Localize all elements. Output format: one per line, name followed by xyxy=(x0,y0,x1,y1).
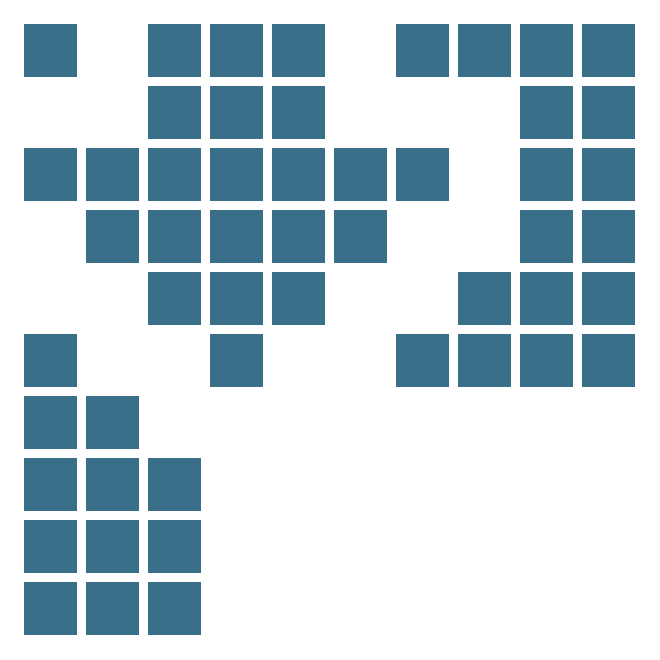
grid-cell xyxy=(210,210,263,263)
grid-cell xyxy=(148,86,201,139)
grid-cell xyxy=(582,86,635,139)
grid-cell xyxy=(24,582,77,635)
grid-cell xyxy=(396,334,449,387)
grid-cell xyxy=(148,582,201,635)
grid-cell xyxy=(24,334,77,387)
grid-cell xyxy=(272,210,325,263)
grid-cell xyxy=(272,272,325,325)
grid-cell xyxy=(148,24,201,77)
grid-cell xyxy=(582,210,635,263)
grid-cell xyxy=(520,86,573,139)
grid-cell xyxy=(396,24,449,77)
grid-cell xyxy=(86,582,139,635)
grid-cell xyxy=(210,148,263,201)
grid-cell xyxy=(86,396,139,449)
pixel-grid xyxy=(0,0,660,660)
grid-cell xyxy=(520,334,573,387)
grid-cell xyxy=(148,272,201,325)
grid-cell xyxy=(520,210,573,263)
grid-cell xyxy=(24,458,77,511)
grid-cell xyxy=(272,86,325,139)
grid-cell xyxy=(396,148,449,201)
grid-cell xyxy=(24,24,77,77)
grid-cell xyxy=(148,148,201,201)
grid-cell xyxy=(86,148,139,201)
grid-cell xyxy=(582,24,635,77)
grid-cell xyxy=(210,334,263,387)
grid-cell xyxy=(458,334,511,387)
grid-cell xyxy=(24,148,77,201)
grid-cell xyxy=(210,24,263,77)
grid-cell xyxy=(148,520,201,573)
grid-cell xyxy=(86,520,139,573)
grid-cell xyxy=(520,148,573,201)
grid-cell xyxy=(458,272,511,325)
grid-cell xyxy=(210,272,263,325)
grid-cell xyxy=(86,210,139,263)
grid-cell xyxy=(272,148,325,201)
grid-cell xyxy=(334,210,387,263)
grid-cell xyxy=(24,520,77,573)
grid-cell xyxy=(148,210,201,263)
grid-cell xyxy=(582,148,635,201)
grid-cell xyxy=(520,272,573,325)
grid-cell xyxy=(86,458,139,511)
grid-cell xyxy=(582,334,635,387)
grid-cell xyxy=(210,86,263,139)
grid-cell xyxy=(334,148,387,201)
grid-cell xyxy=(458,24,511,77)
grid-cell xyxy=(148,458,201,511)
grid-cell xyxy=(272,24,325,77)
grid-cell xyxy=(582,272,635,325)
grid-cell xyxy=(24,396,77,449)
grid-cell xyxy=(520,24,573,77)
